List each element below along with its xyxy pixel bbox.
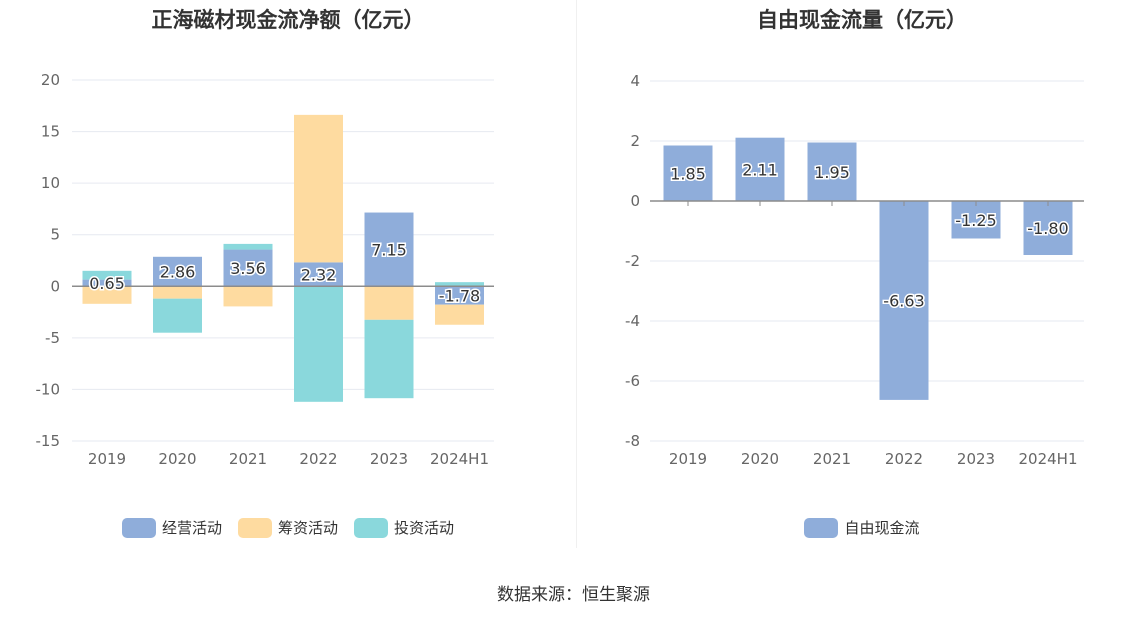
chart-title: 自由现金流量（亿元） [757,8,967,32]
bar-经营活动-2023 [364,212,414,287]
chart-legend: 自由现金流 [577,517,1147,542]
bar-经营活动-2024H1 [435,286,484,305]
bar-投资活动-2023 [364,319,414,399]
bar-筹资活动-2021 [223,286,273,307]
y-tick-label: 20 [41,71,60,89]
x-tick-label: 2022 [885,450,923,468]
y-tick-label: -6 [625,372,640,390]
bar-经营活动-2021 [223,249,273,287]
bar-自由现金流-2019 [663,145,713,201]
bar-经营活动-2020 [153,256,202,287]
legend-item-投资活动[interactable]: 投资活动 [354,517,454,538]
free-cash-flow-chart: 4 2 0 -2 -4 -6 -8 2019 2020 2021 2022 2023 2024H1 1.8… [625,72,1084,468]
data-label: -1.80 [1027,219,1068,238]
legend-item-自由现金流[interactable]: 自由现金流 [804,517,920,538]
bar-投资活动-2021 [223,243,273,250]
legend-label: 经营活动 [161,519,222,537]
legend-swatch [804,517,839,538]
bar-自由现金流-2023 [951,201,1001,239]
x-tick-label: 2020 [158,450,196,468]
bar-自由现金流-2020 [735,137,785,201]
data-label: -1.25 [955,211,996,230]
legend-item-筹资活动[interactable]: 筹资活动 [237,517,338,538]
data-label: 1.85 [670,164,706,183]
y-tick-label: -2 [625,252,640,270]
x-tick-label: 2019 [88,450,126,468]
data-label: 1.95 [814,163,850,182]
y-tick-label: -10 [36,380,61,398]
y-tick-label: 0 [630,192,640,210]
y-tick-label: -4 [625,312,640,330]
bar-自由现金流-2021 [807,142,857,201]
y-tick-label: -8 [625,432,640,450]
data-label: -1.78 [439,286,480,305]
x-tick-label: 2021 [813,450,851,468]
bar-自由现金流-2024H1 [1023,201,1073,255]
bar-筹资活动-2024H1 [435,304,484,325]
x-tick-label: 2023 [370,450,408,468]
data-label: 2.11 [742,160,778,179]
bar-投资活动-2024H1 [435,282,484,287]
x-tick-label: 2020 [741,450,779,468]
x-tick-label: 2022 [299,450,337,468]
legend-item-经营活动[interactable]: 经营活动 [121,517,222,538]
bar-投资活动-2022 [294,286,343,402]
bar-投资活动-2019 [82,270,132,280]
bar-经营活动-2022 [294,262,343,287]
legend-label: 投资活动 [394,519,455,537]
data-source: 数据来源：恒生聚源 [497,585,650,605]
x-tick-label: 2023 [957,450,995,468]
chart-legend: 经营活动 筹资活动 投资活动 [0,517,576,542]
y-tick-label: 4 [630,72,640,90]
x-tick-label: 2021 [229,450,267,468]
legend-swatch [354,517,388,538]
y-tick-label: 10 [41,174,60,192]
data-label: 0.65 [89,274,125,293]
y-tick-label: 15 [41,123,60,141]
bar-自由现金流-2022 [879,201,929,400]
bar-筹资活动-2022 [294,114,343,263]
chart-title: 正海磁材现金流净额（亿元） [151,8,425,32]
y-tick-label: -15 [36,432,61,450]
legend-label: 筹资活动 [277,519,338,537]
y-tick-label: 5 [50,226,60,244]
data-label: 2.32 [301,265,337,284]
x-tick-label: 2024H1 [430,450,489,468]
panel-divider [576,0,577,548]
legend-label: 自由现金流 [844,519,920,537]
bar-投资活动-2020 [153,298,202,333]
x-tick-label: 2019 [669,450,707,468]
bar-经营活动-2019 [82,279,132,287]
free-cash-flow-chart-panel: 自由现金流量（亿元） 4 2 0 -2 -4 -6 -8 2019 2020 2021 2022 20… [577,0,1147,550]
cash-flow-chart: 20 15 10 5 0 -5 -10 -15 2019 2020 2021 2022 2023 2024… [36,71,494,468]
bar-筹资活动-2023 [364,286,414,320]
data-label: -6.63 [883,291,924,310]
legend-swatch [237,517,272,538]
y-tick-label: 0 [50,277,60,295]
cash-flow-chart-panel: 正海磁材现金流净额（亿元） 20 15 10 5 0 -5 -10 -15 2019 2020 20… [0,0,576,550]
data-label: 2.86 [160,263,196,282]
bar-筹资活动-2019 [82,286,132,304]
bar-筹资活动-2020 [153,286,202,299]
y-tick-label: -5 [45,329,60,347]
legend-swatch [121,517,156,538]
y-tick-label: 2 [630,132,640,150]
x-tick-label: 2024H1 [1019,450,1078,468]
data-label: 7.15 [371,240,407,259]
data-label: 3.56 [230,259,266,278]
